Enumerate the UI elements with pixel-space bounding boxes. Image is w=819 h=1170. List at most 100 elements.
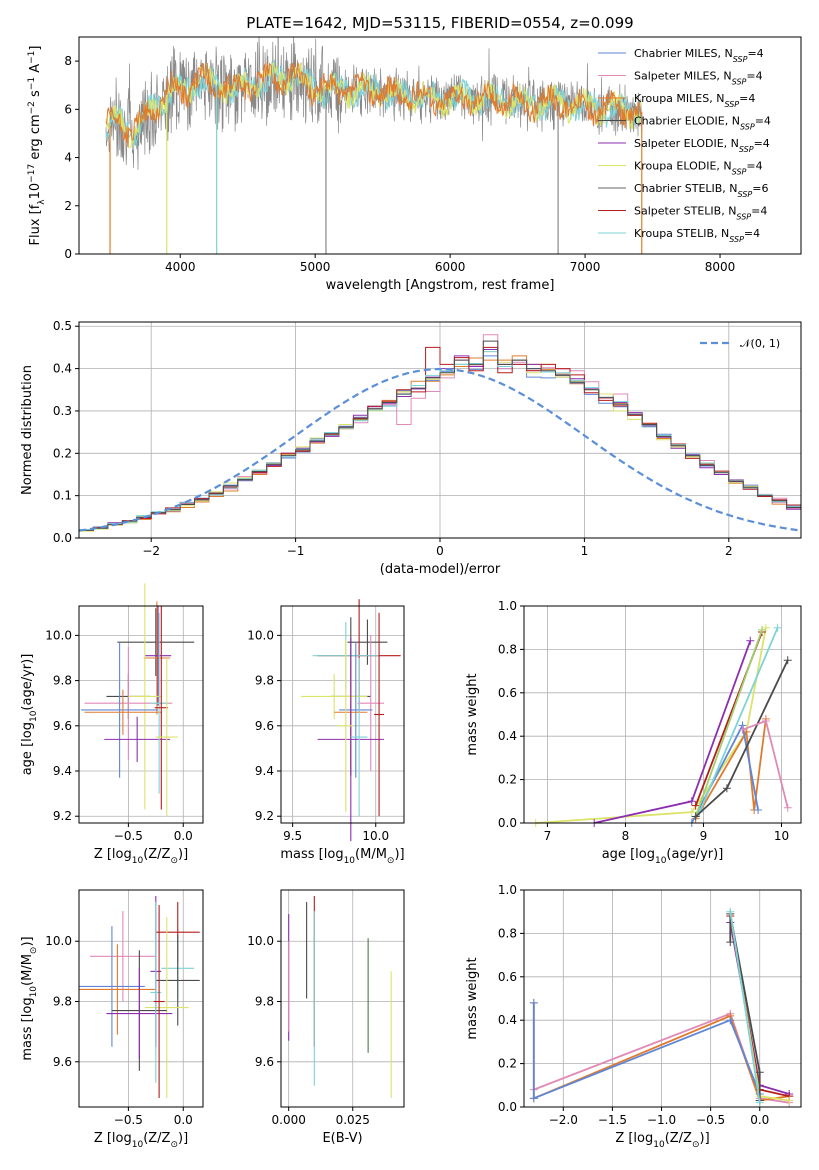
legend-sub: SSP [729,235,744,244]
label-part: 10 [653,1140,665,1150]
legend-entry: Chabrier STELIB, NSSP=6 [634,182,768,199]
panel-mass-vs-EBV: 0.000 0.025 9.6 9.8 10.0 E(B-V) [247,889,405,1146]
y-tick-label: 9.6 [53,719,72,733]
label-part: Flux [f [28,204,43,245]
label-part: −2 [27,101,37,114]
legend-entry: Chabrier MILES, NSSP=4 [634,47,764,64]
label-part: )] [178,847,188,862]
weight-marker [761,717,770,726]
y-axis-label: mass weight [465,673,480,755]
label-part: age [log [20,722,35,775]
axes-frame [280,605,405,824]
label-part: (M/M [20,954,35,986]
legend-tail: =4 [751,205,767,218]
y-tick-label: 1.0 [498,599,517,613]
legend-sub: SSP [738,190,753,199]
label-part: 10 [29,710,39,722]
legend-sub: SSP [732,77,747,86]
y-axis-label: mass weight [465,957,480,1039]
label-part: −1 [27,77,37,90]
x-tick-label: 0 [436,544,444,558]
label-part: 10 [29,986,39,998]
label-part: A [28,64,43,77]
x-axis-label: (data-model)/error [380,562,501,577]
panel-massweight-vs-Z: −2.0 −1.5 −1.0 −0.5 0.0 0.0 0.2 0.4 0.6 0.8 1.0 Z [… [465,883,802,1150]
label-part: mass [log [280,847,343,862]
y-tick-label: 9.2 [255,809,274,823]
axes-frame [523,605,802,824]
model-spectrum [105,62,642,149]
legend-tail: =4 [747,47,763,60]
label-part: 10 [344,856,356,866]
legend-entry: Kroupa MILES, NSSP=4 [634,92,755,109]
y-tick-label: 0.4 [498,729,517,743]
weight-marker [783,803,792,812]
y-tick-label: 9.8 [255,995,274,1009]
weight-marker [722,784,731,793]
legend-entry: Chabrier ELODIE, NSSP=4 [634,115,771,132]
weight-marker [755,1098,764,1107]
y-tick-label: 0.3 [53,404,72,418]
legend-name: Chabrier MILES, N [634,47,733,60]
x-tick-label: 5000 [300,260,331,274]
axes-frame [280,889,405,1108]
y-tick-label: 9.6 [53,1055,72,1069]
legend-name: Kroupa ELODIE, N [634,160,732,173]
y-tick-label: 9.6 [255,1055,274,1069]
y-tick-label: 0.0 [498,1100,517,1114]
label-part: Z [log [94,847,132,862]
y-tick-label: 1.0 [498,883,517,897]
y-tick-label: 10.0 [247,934,274,948]
y-axis-label: Flux [fλ10−17 erg cm−2 s−1 A−1] [27,46,47,246]
weight-series [698,627,779,813]
weight-marker [691,801,700,810]
label-part: ] [28,46,43,51]
legend-name: Chabrier STELIB, N [634,182,738,195]
weight-marker [783,656,792,665]
x-tick-label: 6000 [435,260,466,274]
x-tick-label: −1.5 [598,1113,627,1127]
legend-tail: =4 [746,70,762,83]
x-tick-label: 9 [700,829,708,843]
legend-tail: =4 [746,160,762,173]
label-part: )] [700,1131,710,1146]
legend-entry: Salpeter STELIB, NSSP=4 [634,205,767,222]
y-tick-label: 0.2 [498,1057,517,1071]
panel-mass-vs-Z: −0.5 0.09.69.810.0Z [log10(Z/Z⊙)]mass [lo… [20,889,204,1150]
label-part: 10 [132,856,144,866]
label-part: )] [178,1131,188,1146]
weight-marker [746,636,755,645]
x-tick-label: 0.0 [174,1113,193,1127]
histogram-series [79,346,801,531]
label-part: 10 [28,183,43,200]
weight-series [729,913,761,1101]
legend-sub: SSP [739,145,754,154]
y-tick-label: 0.2 [53,446,72,460]
y-tick-label: 9.6 [255,719,274,733]
y-tick-label: 0 [64,247,72,261]
x-axis-label: Z [log10(Z/Z⊙)] [94,1131,188,1150]
y-tick-label: 9.4 [255,764,274,778]
panel-spectrum: 4000 5000 6000 7000 8000 0 2 4 6 8 wavelength [Ang… [27,36,802,293]
legend-name: Chabrier ELODIE, N [634,115,740,128]
label-part: ⊙ [692,1140,700,1150]
label-part: Z [log [94,1131,132,1146]
model-spectrum [105,60,642,147]
label-part: (Z/Z [143,847,170,862]
y-tick-label: 0.8 [498,926,517,940]
label-part: (age/yr)] [20,654,35,711]
x-tick-label: −1.0 [647,1113,676,1127]
y-tick-label: 0.1 [53,489,72,503]
y-tick-label: 9.8 [53,674,72,688]
panel-age-vs-Z: −0.5 0.09.29.49.69.810.0Z [log10(Z/Z⊙)]ag… [20,583,204,866]
weight-marker [726,907,735,916]
panel-residuals: −2 −1 0 1 2 0.0 0.1 0.2 0.3 0.4 0.5 (data-model)/er… [20,319,802,577]
x-tick-label: 7 [544,829,552,843]
y-tick-label: 0.4 [498,1013,517,1027]
label-part: −17 [27,164,37,183]
y-tick-label: 0.5 [53,319,72,333]
y-tick-label: 10.0 [45,628,72,642]
label-part: 10 [132,1140,144,1150]
